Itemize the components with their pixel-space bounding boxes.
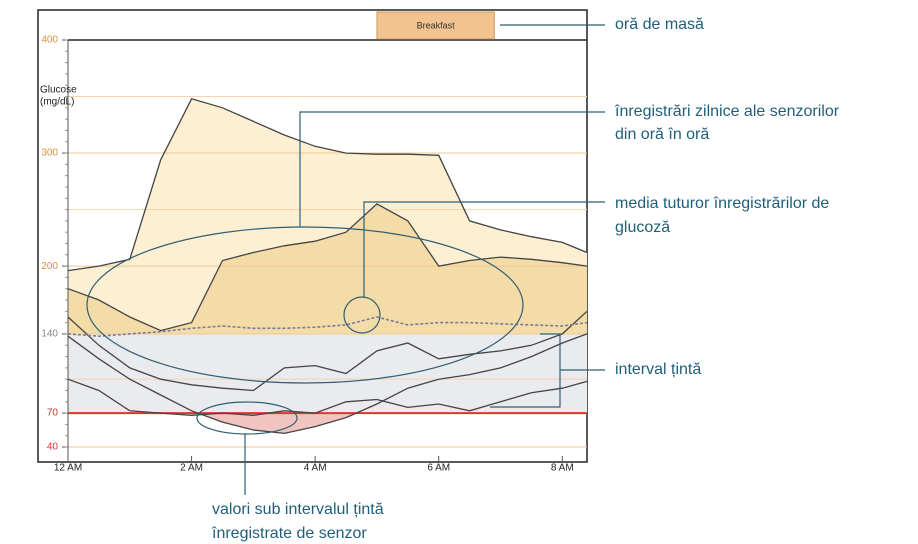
y-tick-label: 70 bbox=[47, 408, 59, 419]
callout-ellipse bbox=[196, 401, 298, 435]
callout-circle bbox=[343, 296, 381, 334]
annotation: înregistrate de senzor bbox=[211, 525, 367, 542]
x-tick-label: 4 AM bbox=[304, 463, 327, 474]
x-tick-label: 12 AM bbox=[54, 463, 82, 474]
target-range bbox=[68, 333, 587, 414]
y-tick-label: 200 bbox=[41, 261, 58, 272]
sensor-line bbox=[67, 98, 588, 272]
meal-bar bbox=[376, 11, 495, 40]
x-tick-label: 6 AM bbox=[427, 463, 450, 474]
area-fill bbox=[68, 203, 587, 334]
sensor-line bbox=[67, 378, 588, 416]
x-tick-label: 8 AM bbox=[551, 463, 574, 474]
sensor-line bbox=[67, 310, 588, 392]
annotation: oră de masă bbox=[615, 16, 704, 33]
callout-line bbox=[299, 111, 605, 227]
y-tick-label: 400 bbox=[41, 35, 58, 46]
sensor-line bbox=[67, 203, 588, 332]
y-axis-label: Glucose bbox=[40, 85, 77, 96]
callout-bracket bbox=[490, 333, 605, 408]
below-range-fill bbox=[197, 413, 357, 434]
annotation: din oră în oră bbox=[615, 126, 709, 143]
meal-label: Breakfast bbox=[417, 20, 456, 30]
callout-ellipse bbox=[86, 226, 524, 384]
y-tick-label: 40 bbox=[47, 442, 59, 453]
mean-line bbox=[67, 316, 588, 338]
y-tick-label: 300 bbox=[41, 148, 58, 159]
y-axis-label: (mg/dL) bbox=[40, 97, 74, 108]
sensor-line bbox=[67, 333, 588, 435]
annotation: înregistrări zilnice ale senzorilor bbox=[614, 103, 840, 120]
annotation: interval țintă bbox=[615, 361, 701, 378]
annotation: media tuturor înregistrărilor de bbox=[615, 195, 829, 212]
annotation: valori sub intervalul țintă bbox=[212, 501, 384, 518]
callout-line bbox=[363, 201, 605, 298]
y-tick-label: 140 bbox=[41, 329, 58, 340]
x-tick-label: 2 AM bbox=[180, 463, 203, 474]
annotation: glucoză bbox=[615, 219, 670, 236]
